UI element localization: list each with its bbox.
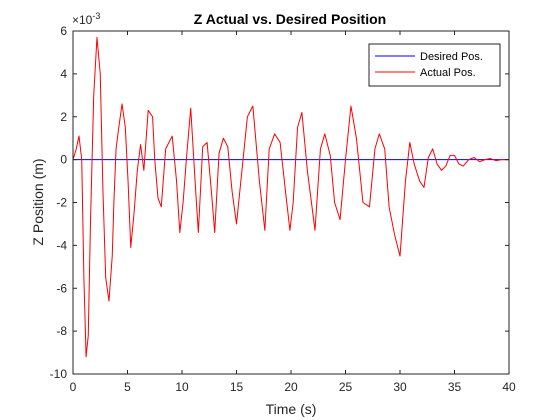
y-tick-label-1: -8 bbox=[56, 324, 67, 338]
y-tick-label-2: -6 bbox=[56, 281, 67, 295]
y-tick-label-0: -10 bbox=[50, 367, 68, 381]
x-tick-label-1: 5 bbox=[124, 380, 131, 394]
legend-label-0: Desired Pos. bbox=[420, 51, 483, 63]
x-tick-label-0: 0 bbox=[70, 380, 77, 394]
series-layer bbox=[72, 36, 509, 358]
y-tick-label-8: 6 bbox=[60, 24, 67, 38]
y-tick-label-4: -2 bbox=[56, 196, 67, 210]
y-tick-label-3: -4 bbox=[56, 238, 67, 252]
y-axis-label: Z Position (m) bbox=[30, 158, 46, 245]
x-tick-label-6: 30 bbox=[393, 380, 407, 394]
y-exponent-base: ×10 bbox=[72, 13, 93, 27]
x-tick-label-8: 40 bbox=[502, 380, 516, 394]
y-tick-label-5: 0 bbox=[60, 153, 67, 167]
y-tick-label-7: 4 bbox=[60, 67, 67, 81]
chart-title: Z Actual vs. Desired Position bbox=[194, 11, 386, 27]
ticks-layer: 0 5 10 15 20 25 30 35 40 -10 -8 -6 -4 -2 0 2 4 6 bbox=[50, 24, 516, 394]
plot-area bbox=[73, 31, 509, 374]
x-tick-label-5: 25 bbox=[339, 380, 353, 394]
legend: Desired Pos. Actual Pos. bbox=[368, 43, 501, 87]
x-tick-label-4: 20 bbox=[284, 380, 298, 394]
legend-box bbox=[368, 43, 501, 87]
series-line-1 bbox=[72, 36, 509, 358]
x-tick-label-7: 35 bbox=[448, 380, 462, 394]
legend-label-1: Actual Pos. bbox=[420, 67, 476, 79]
x-tick-label-2: 10 bbox=[175, 380, 189, 394]
x-axis-label: Time (s) bbox=[266, 401, 317, 417]
y-tick-label-6: 2 bbox=[60, 110, 67, 124]
svg-text:×10-3: ×10-3 bbox=[72, 11, 100, 27]
y-exponent-power: -3 bbox=[92, 11, 100, 21]
y-exponent-label: ×10-3 bbox=[72, 11, 100, 27]
x-tick-label-3: 15 bbox=[230, 380, 244, 394]
